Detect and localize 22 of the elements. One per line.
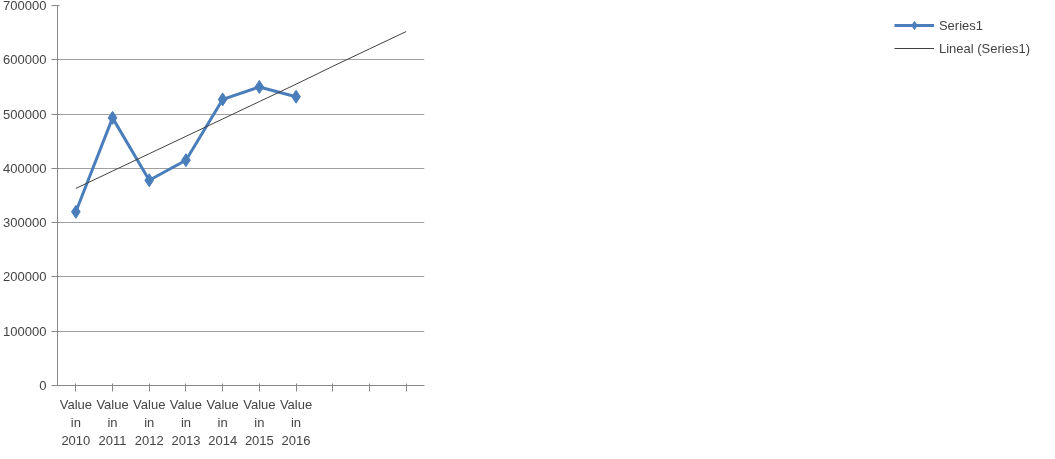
x-tick-label: Value in 2012 — [133, 396, 166, 448]
legend-label: Series1 — [938, 17, 984, 33]
y-tick-label: 100000 — [3, 323, 47, 339]
y-tick-label: 500000 — [3, 106, 47, 122]
x-tick-label: Value in 2011 — [96, 396, 129, 448]
point — [217, 92, 228, 107]
x-tick-label: Value in 2014 — [206, 396, 239, 448]
x-tick-label: Value in 2016 — [279, 396, 313, 448]
legend-label: Lineal (Series1) — [938, 40, 1030, 56]
x-tick-label: Value in 2010 — [59, 396, 92, 448]
y-tick-label: 300000 — [3, 215, 47, 231]
x-tick-label: Value in 2015 — [243, 396, 276, 448]
x-tick-label: Value in 2013 — [169, 396, 203, 448]
y-tick-label: 600000 — [3, 52, 47, 68]
y-tick-label: 400000 — [3, 160, 47, 176]
point — [107, 110, 118, 125]
point — [254, 79, 265, 94]
y-tick-label: 700000 — [3, 0, 47, 13]
y-tick-label: 0 — [39, 378, 47, 393]
line-series — [75, 31, 407, 189]
point — [144, 173, 155, 188]
y-tick-label: 200000 — [3, 269, 47, 285]
